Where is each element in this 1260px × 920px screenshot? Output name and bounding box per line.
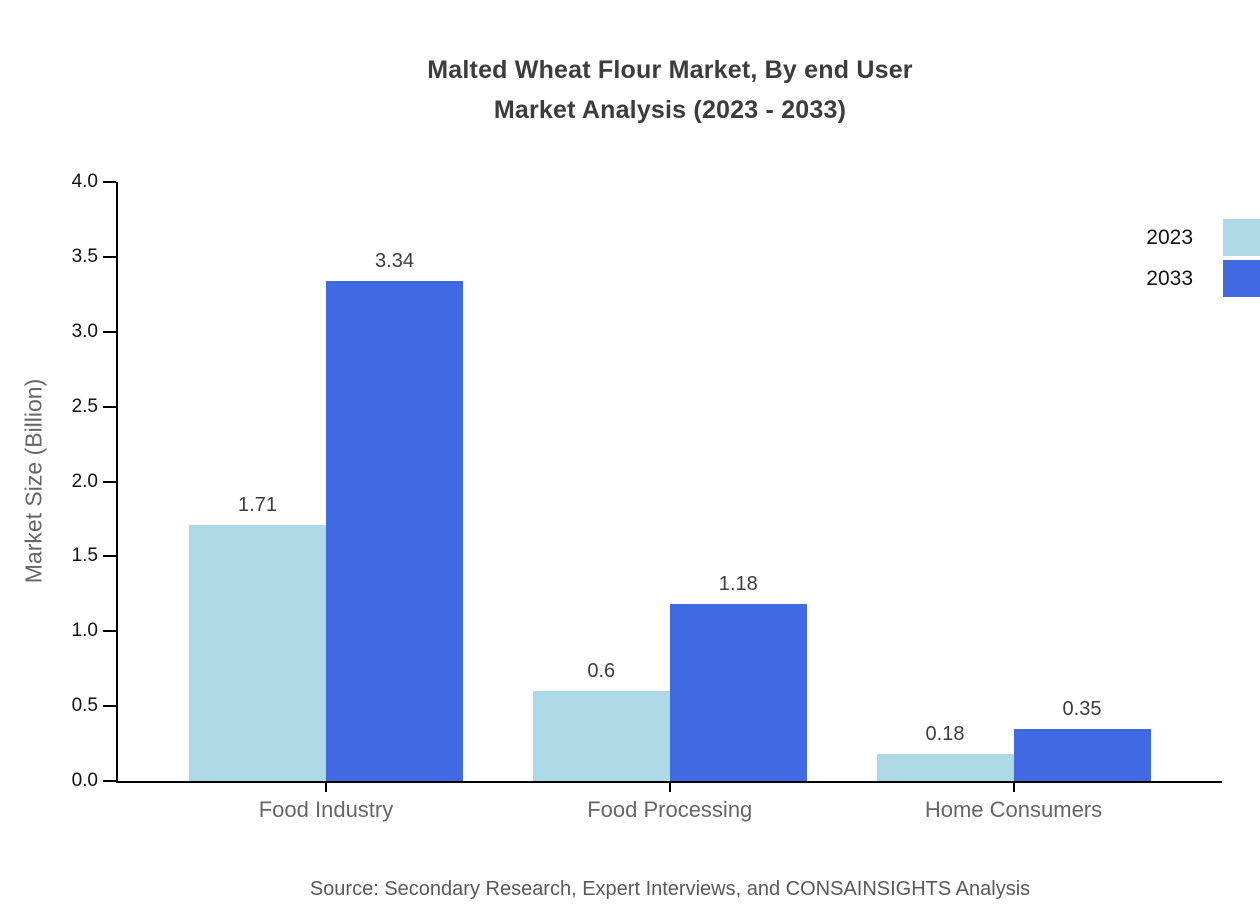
- y-tick-label: 3.5: [71, 245, 98, 267]
- chart-title-line-2: Market Analysis (2023 - 2033): [493, 96, 847, 124]
- bar-2023-2: [876, 754, 1014, 781]
- bar-value-label: 0.18: [925, 723, 965, 746]
- x-tick-mark: [325, 783, 327, 792]
- x-tick-mark: [668, 783, 671, 792]
- x-axis-line: [116, 781, 1222, 783]
- bar-value-label: 1.18: [718, 573, 758, 596]
- y-tick-mark: [103, 555, 116, 558]
- x-tick-mark: [1012, 783, 1015, 792]
- bar-value-label: 3.34: [375, 249, 414, 272]
- legend-label: 2023: [1146, 225, 1193, 249]
- legend: 2023 2033: [1146, 219, 1260, 297]
- y-tick-mark: [103, 330, 116, 333]
- chart-title-line-1: Malted Wheat Flour Market, By end User: [427, 56, 913, 84]
- category-label: Food Industry: [258, 797, 394, 822]
- y-tick-label: 4.0: [71, 171, 98, 192]
- y-axis-line: [116, 182, 118, 783]
- y-tick-mark: [103, 181, 116, 183]
- y-tick-label: 0.0: [71, 770, 98, 791]
- category-label: Food Processing: [587, 797, 753, 822]
- bar-value-label: 1.71: [238, 493, 277, 516]
- bar-2033-1: [669, 604, 807, 781]
- y-tick-label: 2.0: [71, 470, 98, 492]
- bar-value-label: 0.6: [587, 660, 616, 683]
- y-tick-mark: [103, 705, 116, 708]
- y-tick-label: 2.5: [71, 395, 98, 417]
- legend-item-2033: 2033: [1146, 260, 1260, 297]
- y-tick-label: 1.5: [71, 545, 98, 567]
- bar-value-label: 0.35: [1062, 697, 1102, 720]
- bar-2023-0: [189, 524, 326, 781]
- y-tick-label: 3.0: [71, 320, 98, 342]
- source-note: Source: Secondary Research, Expert Inter…: [309, 878, 1031, 900]
- bar-2023-1: [532, 691, 670, 781]
- legend-swatch: [1223, 219, 1260, 256]
- y-tick-mark: [103, 480, 116, 483]
- bar-2033-0: [326, 280, 463, 781]
- legend-swatch: [1223, 260, 1260, 297]
- legend-label: 2033: [1146, 266, 1193, 290]
- plot-area: 0.0 0.5 1.0 1.5 2.0 2.5 3.0 3.5 4.0 Food Industry…: [72, 171, 1222, 822]
- chart-title: Malted Wheat Flour Market, By end User M…: [118, 50, 1222, 130]
- y-tick-label: 1.0: [71, 620, 98, 642]
- y-tick-label: 0.5: [71, 695, 98, 717]
- legend-item-2023: 2023: [1146, 219, 1260, 256]
- y-tick-mark: [103, 630, 116, 633]
- category-label: Home Consumers: [924, 797, 1103, 822]
- y-tick-mark: [103, 405, 116, 408]
- y-tick-mark: [103, 255, 116, 258]
- bar-2033-2: [1013, 728, 1151, 781]
- y-tick-mark: [103, 780, 116, 782]
